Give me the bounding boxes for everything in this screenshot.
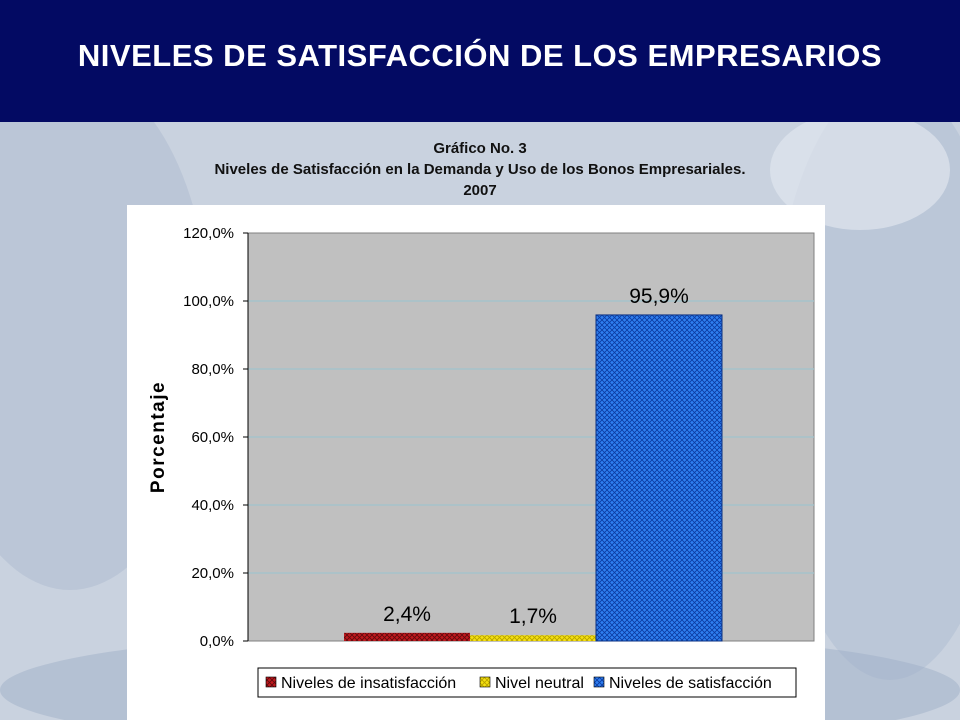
bar-value-label: 1,7%: [509, 605, 557, 628]
bar-3: [595, 314, 723, 642]
y-tick-label: 0,0%: [200, 633, 234, 650]
legend-entry-label: Niveles de satisfacción: [609, 675, 772, 692]
y-axis-title: Porcentaje: [148, 381, 169, 493]
bar-value-label: 2,4%: [383, 603, 431, 626]
chart-container: 0,0% 20,0% 40,0% 60,0% 80,0% 100,0% 120,0% 2,4…: [127, 205, 825, 720]
legend-box: [257, 667, 797, 698]
legend-swatch: [479, 676, 491, 688]
y-tick-label: 100,0%: [183, 293, 234, 310]
legend-entry-label: Niveles de insatisfacción: [281, 675, 456, 692]
bar-1: [344, 632, 470, 641]
legend: Niveles de insatisfacción Nivel neutral Ni…: [257, 667, 797, 698]
caption-line-2: Niveles de Satisfacción en la Demanda y …: [214, 161, 746, 178]
page-title: NIVELES DE SATISFACCIÓN DE LOS EMPRESARI…: [77, 38, 883, 73]
header-bar: NIVELES DE SATISFACCIÓN DE LOS EMPRESARI…: [0, 0, 960, 122]
bar-chart: 0,0% 20,0% 40,0% 60,0% 80,0% 100,0% 120,0% 2,4…: [148, 225, 815, 698]
y-tick-label: 60,0%: [191, 429, 234, 446]
legend-entry-label: Nivel neutral: [495, 675, 584, 692]
legend-swatch: [265, 676, 277, 688]
caption-line-1: Gráfico No. 3: [433, 140, 527, 157]
legend-swatch: [593, 676, 605, 688]
bar-2: [470, 635, 596, 641]
bar-value-label: 95,9%: [629, 285, 689, 308]
caption-line-3: 2007: [463, 182, 497, 199]
y-tick-label: 120,0%: [183, 225, 234, 242]
chart-caption: Gráfico No. 3 Niveles de Satisfacción en…: [0, 138, 960, 201]
y-tick-label: 40,0%: [191, 497, 234, 514]
y-tick-label: 20,0%: [191, 565, 234, 582]
y-tick-label: 80,0%: [191, 361, 234, 378]
